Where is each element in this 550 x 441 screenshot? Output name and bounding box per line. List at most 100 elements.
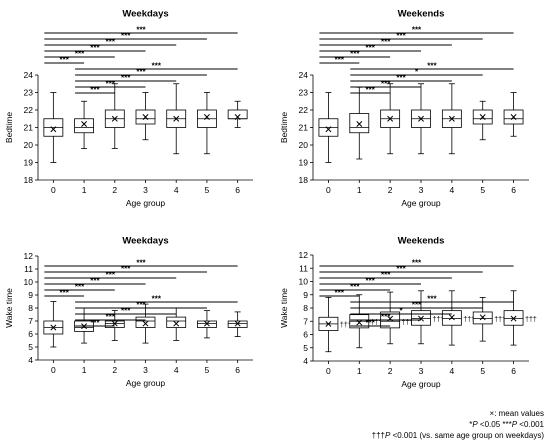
panel-3-y-tick-label: 8 [28,303,33,313]
panel-4-x-tick-label: 3 [419,366,424,376]
panel-3-sig-label: *** [60,289,70,298]
panel-1-sig-label: *** [121,74,131,83]
panel-1-x-axis-label: Age group [126,198,165,208]
panel-1-mean-marker [50,126,57,133]
panel-4-sig-label: *** [381,313,391,322]
panel-4-sig-label: *** [427,295,437,304]
panel-4-sig-label: *** [366,319,376,328]
panel-2-sig-label: * [415,68,419,77]
panel-1-x-tick-label: 1 [82,185,87,195]
panel-1-title: Weekdays [122,8,168,19]
panel-3-sig-label: *** [152,295,162,304]
panel-1-mean-marker [142,114,149,120]
panel-3-y-tick-label: 10 [24,277,34,287]
panel-1-sig-label: *** [106,38,116,47]
panel-1-sig-label: *** [90,44,100,53]
panel-2-mean-marker [418,115,424,122]
panel-4-title: Weekends [398,235,445,246]
panel-2-sig-label: *** [366,44,376,53]
panel-3-sig-label: *** [106,313,116,322]
panel-3-mean-marker [234,320,241,327]
panel-1-y-tick-label: 23 [24,88,34,98]
panel-4-mean-marker [325,320,332,327]
panel-2-sig-label: *** [396,32,406,41]
panel-4-sig-label: * [400,307,404,316]
panel-3-sig-label: *** [136,259,146,268]
panel-3-x-tick-label: 2 [112,365,117,375]
panel-3-mean-marker [142,320,149,327]
panel-1-box [74,118,94,134]
panel-1-mean-marker [234,114,241,120]
panel-3-x-tick-label: 5 [205,365,210,375]
panel-4-y-tick-label: 8 [303,303,308,313]
panel-2-y-tick-label: 20 [299,140,309,150]
panel-1-sig-label: *** [75,50,85,59]
panel-4-mean-marker [356,319,363,326]
panel-3-sig-label: *** [136,301,146,310]
panel-3-y-tick-label: 7 [28,316,33,326]
panel-2-mean-marker [356,121,363,127]
legend-p-values: *P <0.05 ***P <0.001 [469,420,544,429]
panel-2-mean-marker [448,115,455,122]
panel-1-y-tick-label: 21 [24,123,34,133]
panel-4-x-tick-label: 2 [388,366,393,376]
mean-marker-icon: × [489,409,495,418]
panel-3-x-tick-label: 1 [82,365,87,375]
panel-2-sig-label: *** [381,38,391,47]
panel-3-box [166,316,187,328]
panel-1-x-tick-label: 6 [235,185,240,195]
panel-2-mean-marker [479,114,486,120]
panel-3-x-tick-label: 3 [143,365,148,375]
panel-2-x-tick-label: 1 [357,185,362,195]
panel-3-sig-label: *** [106,271,116,280]
panel-3-box [135,316,156,328]
panel-1-y-axis-label: Bedtime [4,112,14,143]
panel-4-mean-marker [510,315,517,322]
legend-mean: ×: mean values [489,409,544,418]
panel-4-dagger-label: ††† [371,319,383,326]
panel-1-mean-marker [81,121,88,127]
panel-2-x-tick-label: 3 [419,185,424,195]
panel-2-y-axis-label: Bedtime [279,112,289,143]
panel-2-y-tick-label: 22 [299,105,309,115]
panel-3-y-axis-label: Wake time [4,288,14,328]
panel-4-mean-marker [479,314,486,321]
panel-2-y-tick-label: 24 [299,70,309,80]
panel-1-sig-label: *** [60,56,70,65]
panel-1-mean-marker [203,114,210,120]
panel-3-sig-label: *** [90,319,100,328]
legend-dagger: †††P <0.001 (vs. same age group on weekd… [371,431,544,440]
panel-4-y-tick-label: 5 [303,343,308,353]
panel-4-y-tick-label: 6 [303,330,308,340]
panel-4-dagger-label: ††† [402,319,414,326]
panel-1-sig-label: *** [106,80,116,89]
panel-3-x-tick-label: 6 [235,365,240,375]
panel-4-x-tick-label: 4 [449,366,454,376]
panel-3-x-axis-label: Age group [126,378,165,388]
panel-2-x-tick-label: 4 [449,185,454,195]
panel-4-y-tick-label: 4 [303,356,308,366]
panel-3-sig-label: *** [121,265,131,274]
panel-1-mean-marker [173,115,180,122]
panel-1-x-tick-label: 4 [174,185,179,195]
panel-4-y-tick-label: 10 [299,277,309,287]
panel-4-y-tick-label: 7 [303,316,308,326]
panel-4-x-tick-label: 5 [480,366,485,376]
panel-4-x-axis-label: Age group [401,379,440,389]
panel-2-sig-label: *** [412,26,422,35]
panel-2-x-tick-label: 5 [480,185,485,195]
panel-4-sig-label: *** [412,301,422,310]
panel-3-y-tick-label: 5 [28,342,33,352]
panel-3-sig-label: *** [121,307,131,316]
panel-2-mean-marker [510,114,517,120]
panel-2-x-tick-label: 6 [511,185,516,195]
panel-4-dagger-label: ††† [494,317,506,324]
panel-2-x-axis-label: Age group [401,198,440,208]
panel-3-y-tick-label: 4 [28,355,33,365]
panel-4-y-tick-label: 12 [299,250,309,260]
panel-4-dagger-label: ††† [463,317,475,324]
panel-4-sig-label: *** [350,283,360,292]
panel-2-x-tick-label: 0 [326,185,331,195]
panel-4-sig-label: *** [396,265,406,274]
